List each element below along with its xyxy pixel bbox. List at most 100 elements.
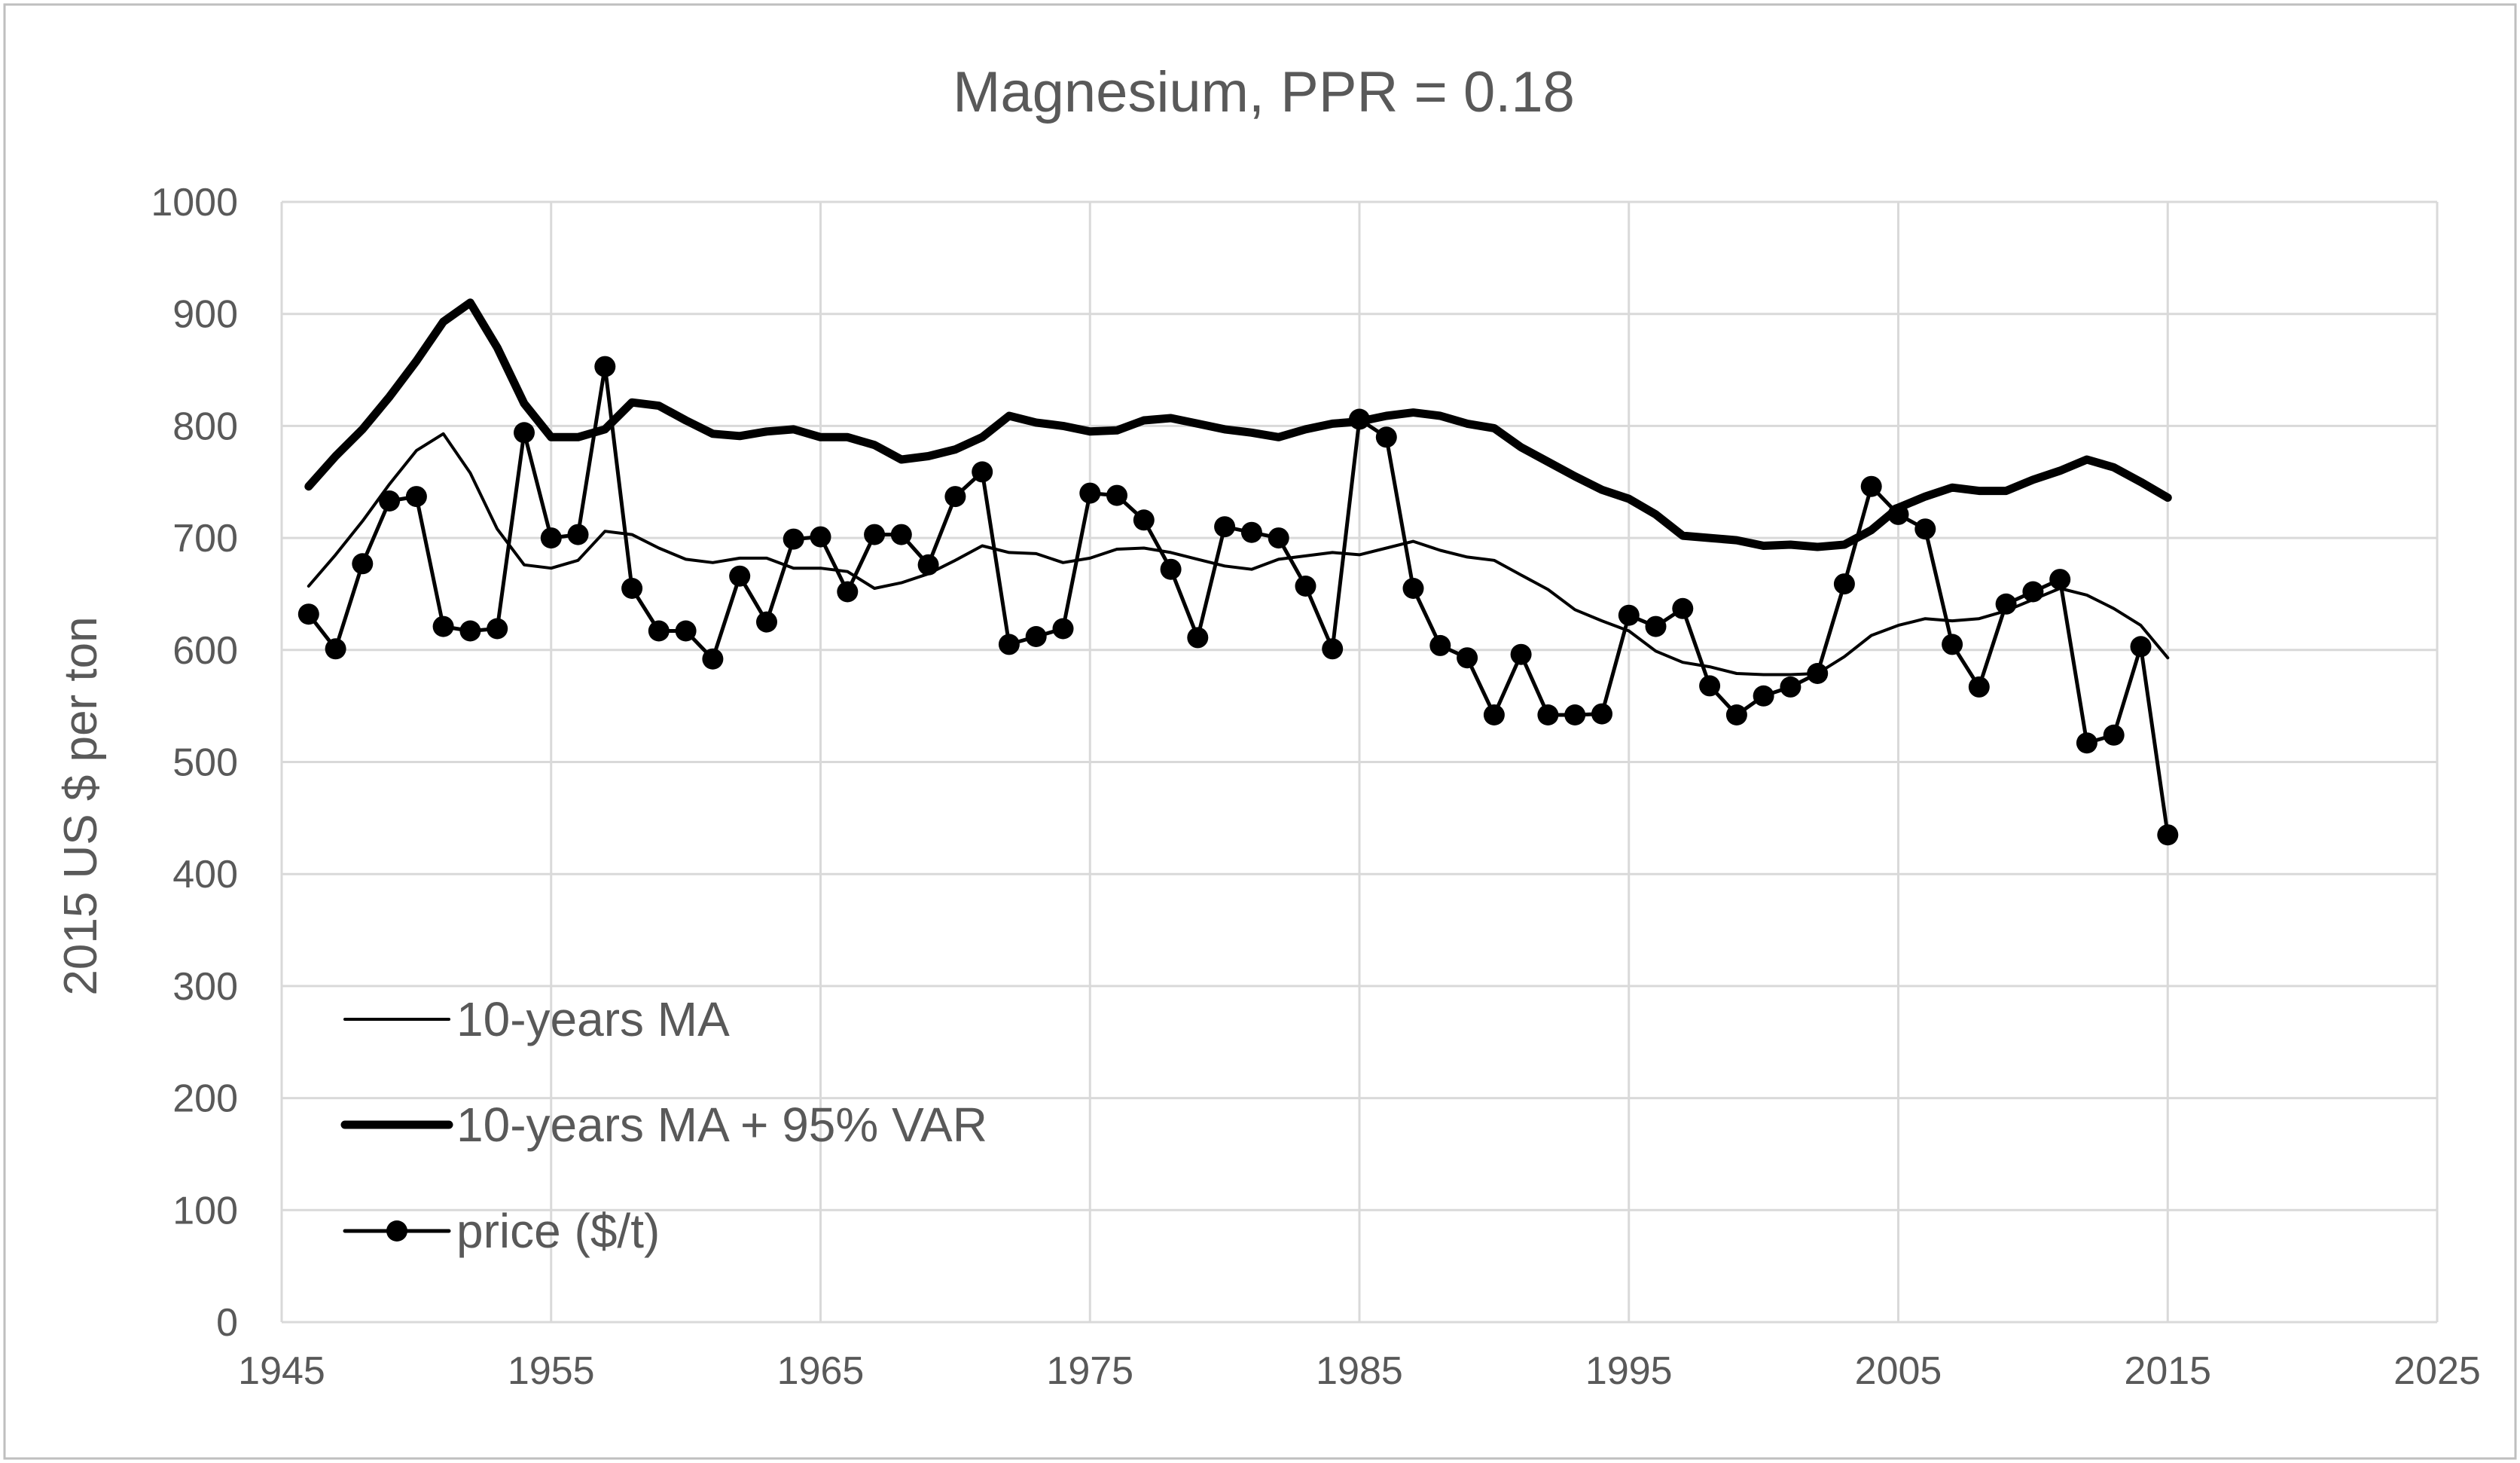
price-point — [972, 461, 993, 483]
price-point — [1833, 573, 1855, 595]
price-point — [1860, 475, 1882, 497]
y-tick-label: 300 — [172, 965, 238, 1009]
price-point — [1106, 484, 1127, 506]
legend-label: 10-years MA + 95% VAR — [456, 1098, 987, 1152]
price-point — [1591, 703, 1612, 725]
price-point — [1483, 704, 1505, 725]
price-point — [1375, 426, 1397, 448]
price-point — [1725, 704, 1747, 725]
price-point — [1187, 627, 1209, 649]
price-point — [1160, 558, 1182, 580]
price-point — [1133, 509, 1155, 531]
price-point — [1968, 676, 1990, 698]
price-point — [2049, 569, 2071, 591]
price-point — [540, 527, 562, 549]
price-point — [432, 615, 454, 637]
x-tick-label: 1975 — [1046, 1349, 1133, 1393]
price-point — [2022, 581, 2044, 603]
price-point — [2130, 636, 2152, 658]
price-point — [810, 526, 831, 548]
legend-label: price ($/t) — [456, 1204, 660, 1258]
price-point — [1564, 704, 1586, 725]
legend: 10-years MA 10-years MA + 95% VAR price ($… — [340, 992, 987, 1258]
price-point — [1025, 626, 1047, 647]
price-point — [1214, 516, 1236, 538]
price-point — [1457, 647, 1478, 669]
x-axis-ticks: 1945 1955 1965 1975 1985 1995 2005 2015 2025 — [238, 1349, 2481, 1393]
price-point — [594, 356, 616, 377]
x-tick-label: 1965 — [777, 1349, 865, 1393]
x-tick-label: 2005 — [1855, 1349, 1942, 1393]
price-point — [621, 578, 643, 599]
x-tick-label: 1945 — [238, 1349, 325, 1393]
price-point — [864, 524, 886, 545]
price-point — [1807, 663, 1829, 684]
price-point — [352, 553, 374, 575]
price-point — [325, 638, 346, 660]
y-axis-label: 2015 US $ per ton — [55, 616, 107, 995]
price-point — [1942, 634, 1963, 655]
y-tick-label: 0 — [216, 1301, 238, 1345]
legend-marker — [386, 1220, 407, 1242]
x-tick-label: 1985 — [1316, 1349, 1403, 1393]
price-point — [1510, 643, 1532, 665]
price-point — [514, 422, 535, 444]
price-point — [1645, 615, 1667, 637]
y-tick-label: 500 — [172, 741, 238, 785]
gridlines — [280, 200, 2439, 1324]
price-point — [998, 634, 1020, 655]
y-tick-label: 600 — [172, 629, 238, 673]
price-point — [567, 524, 589, 545]
series-line-price-t — [307, 365, 2170, 837]
series-lines — [304, 298, 2172, 837]
price-point — [1618, 604, 1640, 626]
price-point — [1240, 521, 1262, 543]
price-point — [944, 486, 966, 508]
legend-label: 10-years MA — [456, 992, 730, 1046]
price-point — [1295, 576, 1316, 597]
price-point — [783, 528, 804, 550]
price-point — [837, 581, 859, 603]
price-point — [2076, 732, 2097, 754]
price-point — [1268, 527, 1289, 549]
y-tick-label: 700 — [172, 517, 238, 560]
price-markers — [297, 356, 2179, 846]
price-point — [1322, 638, 1344, 660]
y-axis-ticks: 0 100 200 300 400 500 600 700 800 900 1000 — [151, 181, 238, 1345]
price-point — [1079, 482, 1101, 504]
y-tick-label: 100 — [172, 1189, 238, 1232]
y-tick-label: 800 — [172, 405, 238, 448]
price-point — [379, 490, 401, 512]
series-line-10-years-ma — [307, 432, 2170, 677]
price-point — [297, 603, 319, 625]
chart-border — [3, 3, 2517, 1460]
price-point — [1672, 597, 1694, 619]
y-tick-label: 1000 — [151, 181, 238, 224]
price-point — [729, 565, 751, 587]
price-point — [1052, 618, 1074, 640]
price-point — [1887, 503, 1909, 525]
price-point — [405, 486, 427, 508]
y-tick-label: 200 — [172, 1077, 238, 1121]
price-point — [459, 620, 481, 642]
x-tick-label: 1995 — [1585, 1349, 1673, 1393]
chart-title: Magnesium, PPR = 0.18 — [953, 60, 1575, 124]
price-point — [890, 524, 912, 545]
price-point — [1537, 704, 1559, 725]
price-point — [1349, 408, 1370, 430]
y-tick-label: 400 — [172, 853, 238, 896]
price-point — [2103, 724, 2125, 746]
price-point — [1995, 593, 2017, 615]
price-point — [648, 620, 670, 642]
price-point — [1914, 518, 1936, 540]
x-tick-label: 2025 — [2393, 1349, 2481, 1393]
price-point — [917, 554, 939, 576]
price-point — [1699, 675, 1721, 697]
y-tick-label: 900 — [172, 293, 238, 337]
price-point — [2157, 824, 2179, 846]
x-tick-label: 2015 — [2124, 1349, 2211, 1393]
price-point — [1780, 676, 1802, 698]
x-tick-label: 1955 — [508, 1349, 595, 1393]
price-point — [1402, 578, 1424, 599]
